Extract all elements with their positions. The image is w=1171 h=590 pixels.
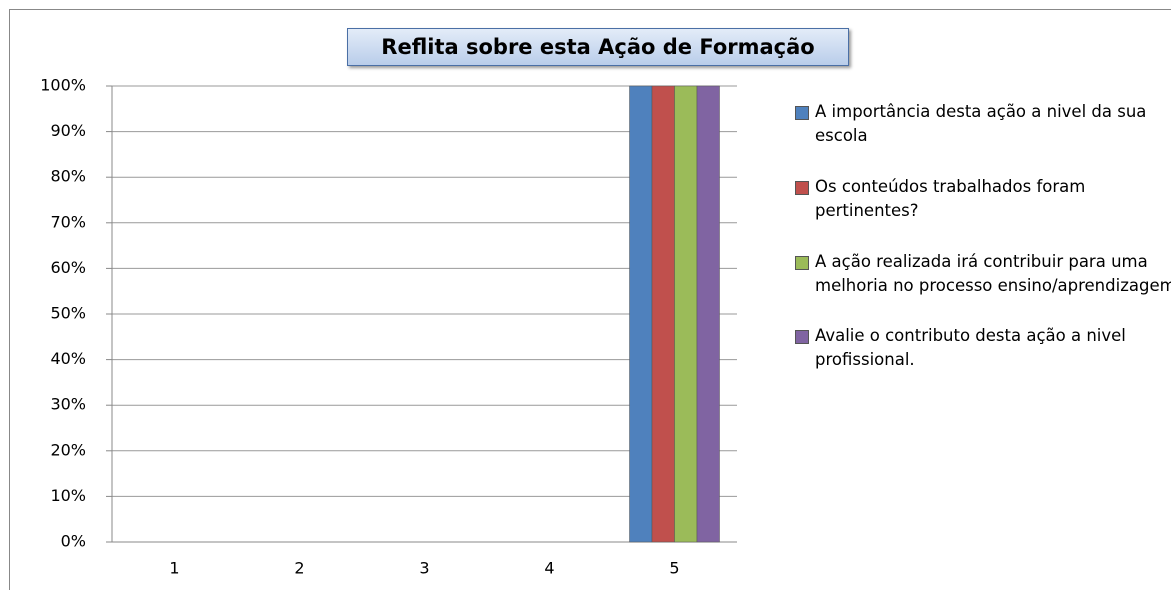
legend-label: Os conteúdos trabalhados foram pertinent… bbox=[815, 177, 1086, 220]
x-tick-label: 1 bbox=[169, 559, 179, 578]
legend-entry: A importância desta ação a nivel da sua … bbox=[795, 100, 1171, 148]
y-tick-label: 30% bbox=[50, 395, 86, 414]
chart-border bbox=[9, 9, 1171, 590]
y-tick-label: 0% bbox=[61, 532, 86, 551]
chart-title: Reflita sobre esta Ação de Formação bbox=[347, 28, 849, 66]
y-tick-label: 80% bbox=[50, 167, 86, 186]
legend-label: Avalie o contributo desta ação a nivel p… bbox=[815, 326, 1126, 369]
y-tick-label: 90% bbox=[50, 121, 86, 140]
y-tick-label: 20% bbox=[50, 440, 86, 459]
legend-swatch bbox=[795, 106, 809, 120]
y-tick-label: 60% bbox=[50, 258, 86, 277]
x-tick-label: 3 bbox=[419, 559, 429, 578]
legend-entry: Avalie o contributo desta ação a nivel p… bbox=[795, 324, 1171, 372]
legend-entry: Os conteúdos trabalhados foram pertinent… bbox=[795, 175, 1171, 223]
legend-swatch bbox=[795, 181, 809, 195]
y-tick-label: 100% bbox=[40, 76, 86, 95]
legend-label: A ação realizada irá contribuir para uma… bbox=[815, 252, 1171, 295]
y-tick-label: 50% bbox=[50, 304, 86, 323]
legend-swatch bbox=[795, 330, 809, 344]
x-tick-label: 5 bbox=[669, 559, 679, 578]
bar bbox=[629, 85, 653, 543]
legend-label: A importância desta ação a nivel da sua … bbox=[815, 102, 1147, 145]
bar bbox=[674, 85, 698, 543]
x-tick-label: 4 bbox=[544, 559, 554, 578]
bar bbox=[651, 85, 675, 543]
legend-swatch bbox=[795, 256, 809, 270]
legend-entry: A ação realizada irá contribuir para uma… bbox=[795, 250, 1171, 298]
y-tick-label: 10% bbox=[50, 486, 86, 505]
x-tick-label: 2 bbox=[294, 559, 304, 578]
bar bbox=[696, 85, 720, 543]
y-tick-label: 40% bbox=[50, 349, 86, 368]
y-tick-label: 70% bbox=[50, 212, 86, 231]
